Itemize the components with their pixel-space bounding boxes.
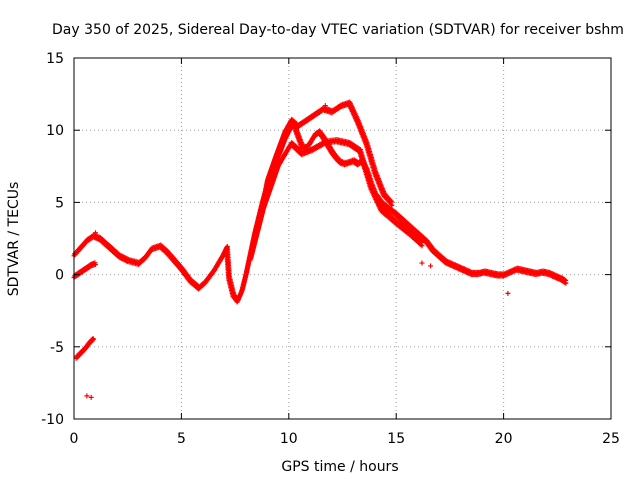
x-tick-label: 25 bbox=[602, 431, 620, 447]
data-point bbox=[428, 263, 434, 269]
data-point bbox=[84, 393, 90, 399]
data-point bbox=[419, 243, 425, 249]
x-tick-label: 20 bbox=[495, 431, 513, 447]
data-point bbox=[563, 280, 569, 286]
data-point bbox=[92, 261, 98, 267]
x-tick-label: 10 bbox=[280, 431, 298, 447]
y-axis-label: SDTVAR / TECUs bbox=[6, 182, 22, 297]
y-tick-label: -10 bbox=[41, 412, 64, 428]
x-axis-label: GPS time / hours bbox=[281, 459, 398, 475]
grid-lines bbox=[74, 58, 611, 419]
y-tick-label: 10 bbox=[46, 123, 64, 139]
y-tick-label: 15 bbox=[46, 51, 64, 67]
data-point bbox=[322, 103, 328, 109]
data-point bbox=[88, 394, 94, 400]
plot-frame bbox=[73, 57, 612, 420]
y-tick-label: -5 bbox=[50, 340, 64, 356]
x-tick-label: 0 bbox=[70, 431, 79, 447]
x-tick-label: 5 bbox=[177, 431, 186, 447]
data-point bbox=[335, 106, 341, 112]
y-tick-labels: -10 -5 0 5 10 15 bbox=[41, 51, 64, 428]
data-point bbox=[419, 260, 425, 266]
y-tick-label: 0 bbox=[55, 268, 64, 284]
x-tick-label: 15 bbox=[387, 431, 405, 447]
x-tick-labels: 0 5 10 15 20 25 bbox=[70, 431, 620, 447]
data-point bbox=[90, 337, 96, 343]
data-point bbox=[92, 230, 98, 236]
chart-title: Day 350 of 2025, Sidereal Day-to-day VTE… bbox=[52, 22, 624, 38]
data-marks bbox=[71, 99, 569, 400]
data-point bbox=[505, 290, 511, 296]
data-point bbox=[389, 202, 395, 208]
y-tick-label: 5 bbox=[55, 195, 64, 211]
